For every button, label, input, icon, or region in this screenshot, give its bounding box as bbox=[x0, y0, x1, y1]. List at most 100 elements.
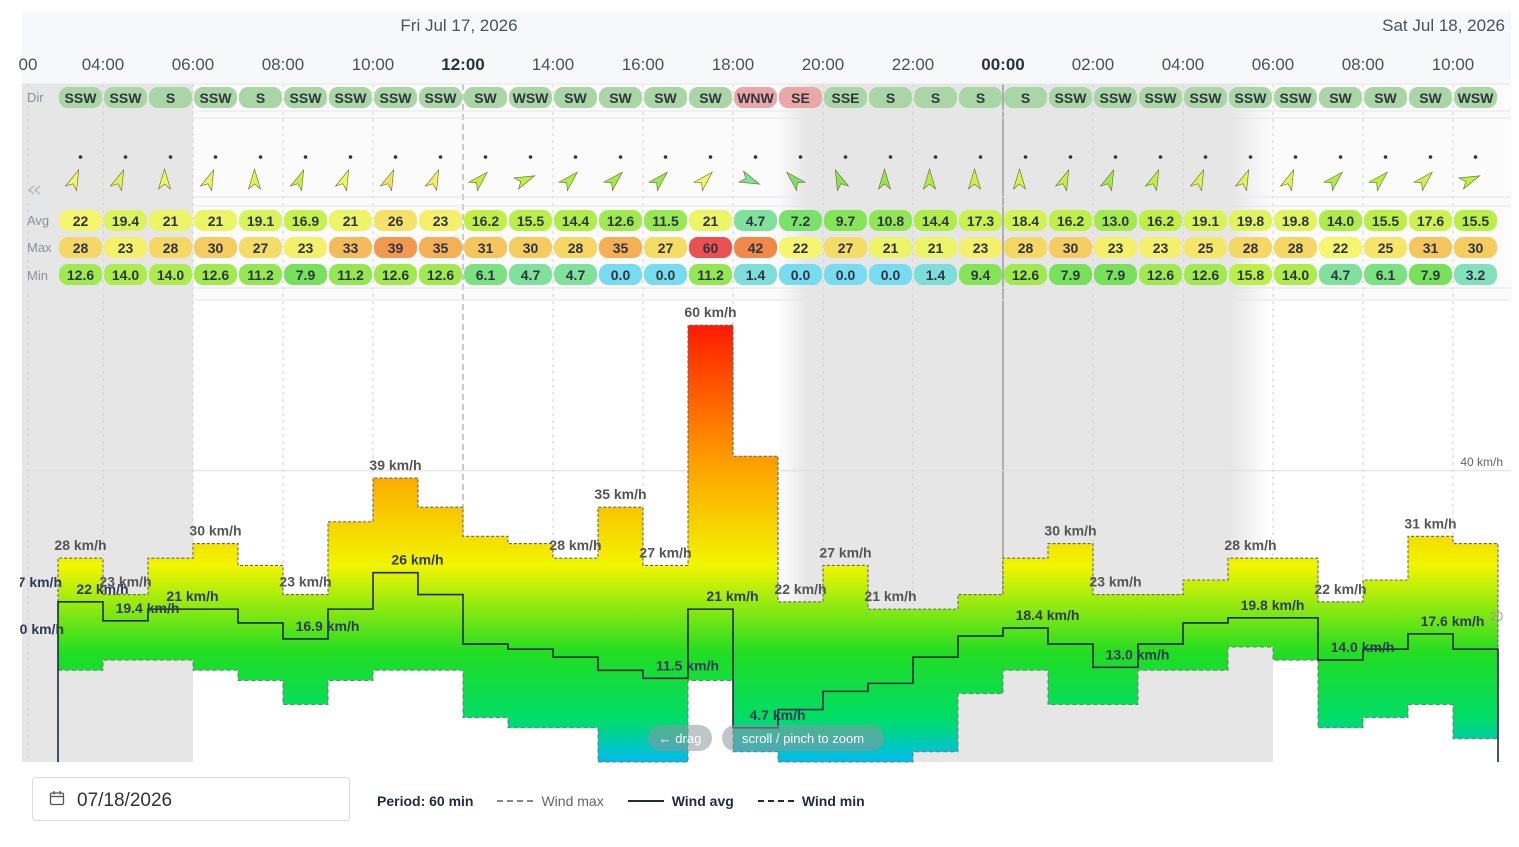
avg-cell: 19.8 bbox=[1282, 213, 1309, 229]
max-cell: 22 bbox=[1333, 240, 1349, 256]
min-pill bbox=[1409, 264, 1452, 285]
max-cell: 35 bbox=[433, 240, 449, 256]
arrow-dot bbox=[1473, 155, 1478, 159]
avg-value-label: 19.8 km/h bbox=[1241, 597, 1305, 613]
avg-pill bbox=[1049, 210, 1092, 231]
max-pill bbox=[1319, 237, 1362, 258]
wind-arrow-icon bbox=[199, 168, 215, 192]
below-min-mask bbox=[1048, 704, 1093, 762]
max-pill bbox=[1229, 237, 1272, 258]
min-pill bbox=[914, 264, 957, 285]
dir-pill bbox=[779, 87, 822, 108]
min-cell: 12.6 bbox=[1012, 267, 1039, 283]
avg-cell: 7.2 bbox=[791, 213, 811, 229]
date-value: 07/18/2026 bbox=[77, 790, 173, 811]
max-pill bbox=[1274, 237, 1317, 258]
below-min-mask bbox=[58, 670, 103, 762]
zoom-hint-label: scroll / pinch to zoom bbox=[742, 731, 864, 746]
max-value-label: 23 km/h bbox=[1089, 574, 1141, 590]
arrow-dot bbox=[1023, 155, 1028, 159]
avg-pill bbox=[419, 210, 462, 231]
arrow-dot bbox=[843, 155, 848, 159]
hour-label: 02:00 bbox=[1072, 55, 1115, 74]
min-pill bbox=[59, 264, 102, 285]
min-pill bbox=[329, 264, 372, 285]
avg-value-label: 21 km/h bbox=[166, 588, 218, 604]
date-label-fri: Fri Jul 17, 2026 bbox=[400, 16, 517, 35]
min-pill bbox=[1049, 264, 1092, 285]
avg-pill bbox=[959, 210, 1002, 231]
arrow-dot bbox=[168, 155, 173, 159]
legend-item-avg[interactable]: Wind avg bbox=[627, 793, 734, 809]
max-cell: 23 bbox=[298, 240, 314, 256]
avg-cell: 19.1 bbox=[1192, 213, 1219, 229]
avg-pill bbox=[149, 210, 192, 231]
below-min-mask bbox=[1408, 704, 1453, 762]
legend-item-max[interactable]: Wind max bbox=[497, 793, 604, 809]
max-pill bbox=[374, 237, 417, 258]
dir-pill bbox=[104, 87, 147, 108]
wind-arrow-icon bbox=[157, 167, 172, 190]
dir-pill bbox=[1049, 87, 1092, 108]
wind-arrow-icon bbox=[1054, 168, 1070, 192]
min-pill bbox=[644, 264, 687, 285]
dir-pill bbox=[239, 87, 282, 108]
min-cell: 14.0 bbox=[1282, 267, 1309, 283]
avg-value-label: 4.7 km/h bbox=[749, 707, 805, 723]
avg-pill bbox=[1364, 210, 1407, 231]
min-cell: 0.0 bbox=[791, 267, 811, 283]
legend-item-min[interactable]: Wind min bbox=[757, 793, 865, 809]
chart-footer: 07/18/2026 Period: 60 min Wind max Wind … bbox=[0, 765, 1519, 847]
below-min-mask bbox=[193, 670, 238, 762]
below-min-mask bbox=[1003, 670, 1048, 762]
drag-hint[interactable]: ← drag bbox=[648, 725, 712, 751]
max-cell: 31 bbox=[1423, 240, 1439, 256]
header-background bbox=[22, 12, 1511, 84]
wind-arrow-icon bbox=[1189, 168, 1205, 192]
wind-arrow-icon bbox=[512, 175, 536, 190]
min-pill bbox=[1364, 264, 1407, 285]
max-pill bbox=[1049, 237, 1092, 258]
wind-arrow-icon bbox=[1322, 171, 1344, 192]
min-cell: 12.6 bbox=[202, 267, 229, 283]
below-min-mask bbox=[553, 727, 598, 762]
zoom-hint[interactable]: scroll / pinch to zoom bbox=[722, 725, 884, 751]
max-cell: 23 bbox=[1108, 240, 1124, 256]
hour-label: 20:00 bbox=[802, 55, 845, 74]
below-min-mask bbox=[958, 693, 1003, 762]
dir-cell: SW bbox=[1329, 90, 1352, 106]
below-min-mask bbox=[913, 751, 958, 762]
dir-pill bbox=[869, 87, 912, 108]
max-pill bbox=[1409, 237, 1452, 258]
chart-legend: Period: 60 min Wind max Wind avg Wind mi… bbox=[377, 793, 865, 809]
hour-label: 16:00 bbox=[622, 55, 665, 74]
min-cell: 14.0 bbox=[157, 267, 184, 283]
date-picker[interactable]: 07/18/2026 bbox=[32, 777, 350, 821]
avg-cell: 15.5 bbox=[517, 213, 544, 229]
min-cell: 9.4 bbox=[971, 267, 991, 283]
wind-arrow-icon bbox=[1457, 175, 1481, 190]
drag-hint-label: ← drag bbox=[659, 731, 702, 746]
dir-pill bbox=[194, 87, 237, 108]
min-cell: 12.6 bbox=[1147, 267, 1174, 283]
wind-arrow-icon bbox=[692, 171, 714, 192]
min-cell: 0.0 bbox=[881, 267, 901, 283]
avg-pill bbox=[104, 210, 147, 231]
dir-pill bbox=[1094, 87, 1137, 108]
min-cell: 0.0 bbox=[611, 267, 631, 283]
double-chevron-left-icon[interactable] bbox=[27, 185, 41, 195]
wind-chart[interactable]: Fri Jul 17, 2026 Sat Jul 18, 2026 00 04:00 0… bbox=[0, 0, 1519, 765]
dir-cell: SE bbox=[791, 90, 810, 106]
arrow-dot bbox=[1293, 155, 1298, 159]
avg-cell: 16.2 bbox=[472, 213, 499, 229]
arrow-dot bbox=[258, 155, 263, 159]
max-pill bbox=[1139, 237, 1182, 258]
wind-arrow-icon bbox=[1412, 171, 1434, 192]
avg-pill bbox=[194, 210, 237, 231]
max-pill bbox=[1454, 237, 1497, 258]
date-label-sat: Sat Jul 18, 2026 bbox=[1382, 16, 1505, 35]
dir-cell: SSW bbox=[1145, 90, 1178, 106]
dir-pill bbox=[509, 87, 552, 108]
dir-cell: S bbox=[1021, 90, 1030, 106]
legend-label-avg: Wind avg bbox=[671, 793, 734, 809]
